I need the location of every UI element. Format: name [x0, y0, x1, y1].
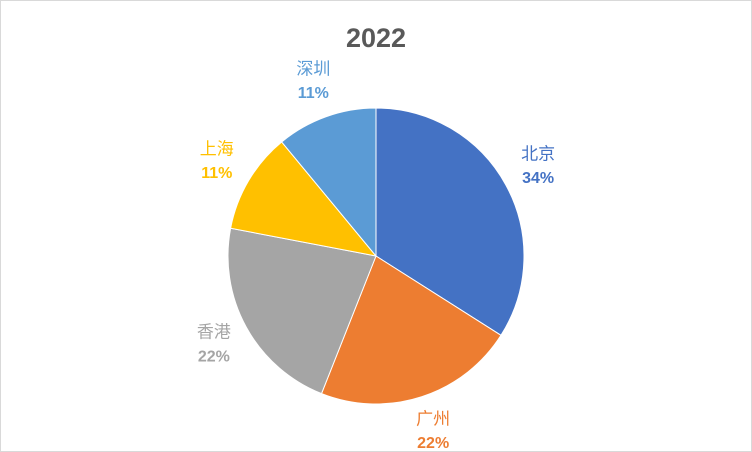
pie-slice: [320, 255, 502, 405]
slice-value-label: 11%: [201, 165, 232, 182]
slice-label: 北京: [521, 144, 555, 163]
pie-slice: [375, 107, 525, 336]
slice-value-label: 11%: [298, 85, 329, 102]
slice-value-label: 34%: [522, 170, 554, 187]
chart-title: 2022: [346, 23, 406, 53]
slice-value-label: 22%: [198, 348, 230, 365]
slice-label: 上海: [200, 139, 234, 158]
pie-slice: [280, 107, 377, 258]
slice-label: 深圳: [296, 59, 330, 78]
pie-slice: [227, 227, 377, 395]
slice-label: 广州: [416, 409, 450, 428]
pie-slice: [230, 141, 378, 257]
slice-value-label: 22%: [417, 435, 449, 452]
slice-label: 香港: [197, 323, 231, 342]
